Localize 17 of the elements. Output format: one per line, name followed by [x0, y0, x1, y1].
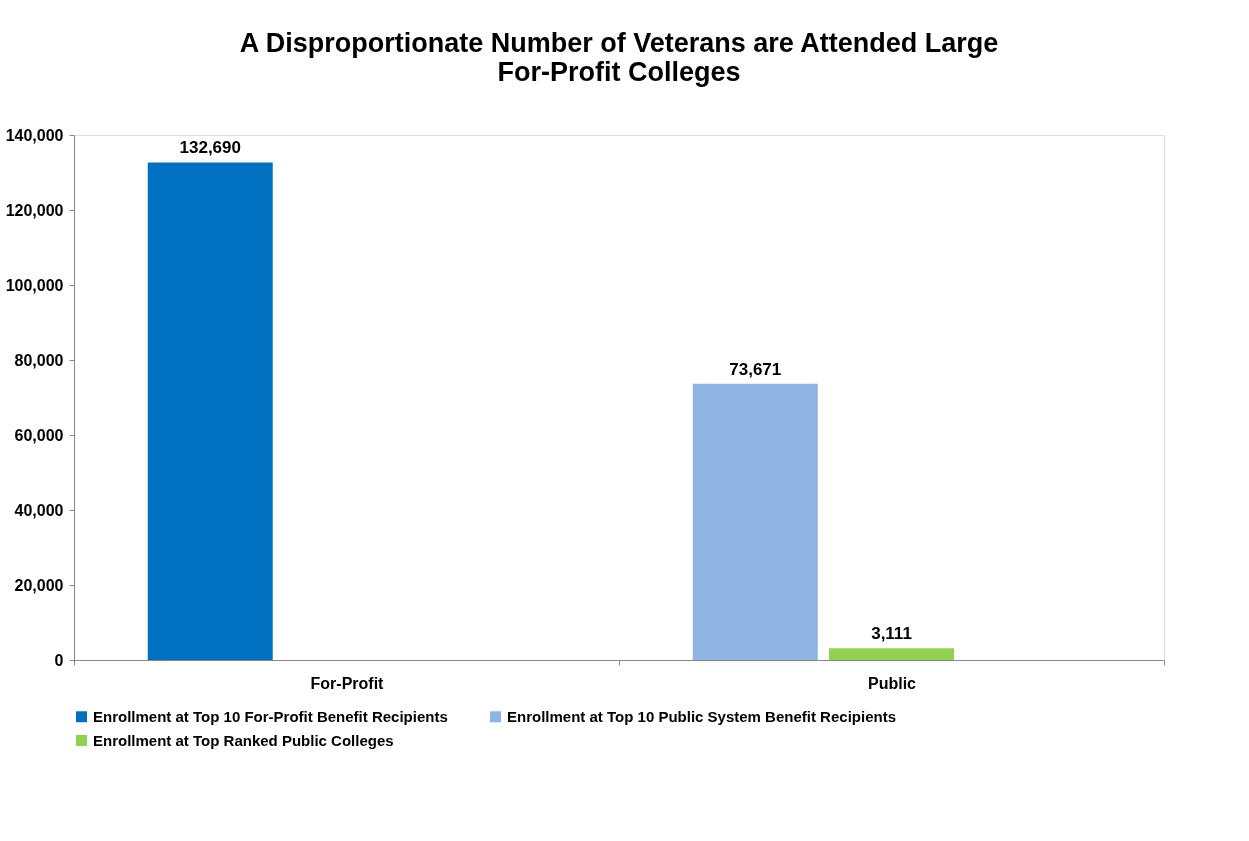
legend-label: Enrollment at Top 10 For-Profit Benefit Recipients	[93, 707, 448, 725]
y-tick-label: 140,000	[5, 126, 64, 144]
legend-label: Enrollment at Top 10 Public System Benefit Recipients	[507, 707, 896, 725]
y-tick-label: 20,000	[14, 576, 64, 594]
y-tick-label: 0	[54, 651, 64, 669]
x-tick-label: For-Profit	[310, 674, 385, 692]
x-tick-label: Public	[867, 674, 917, 692]
y-tick-label: 100,000	[5, 276, 64, 294]
chart-title: A Disproportionate Number of Veterans are Attended Large For-Profit Colleges	[239, 28, 999, 87]
y-tick-label: 60,000	[14, 426, 64, 444]
y-tick-label: 120,000	[5, 201, 64, 219]
y-tick-label: 80,000	[14, 351, 64, 369]
data-label: 132,690	[179, 138, 241, 158]
y-tick-label: 40,000	[14, 501, 64, 519]
data-label: 3,111	[871, 624, 912, 644]
data-label: 73,671	[729, 359, 782, 379]
legend-label: Enrollment at Top Ranked Public Colleges	[93, 731, 394, 749]
